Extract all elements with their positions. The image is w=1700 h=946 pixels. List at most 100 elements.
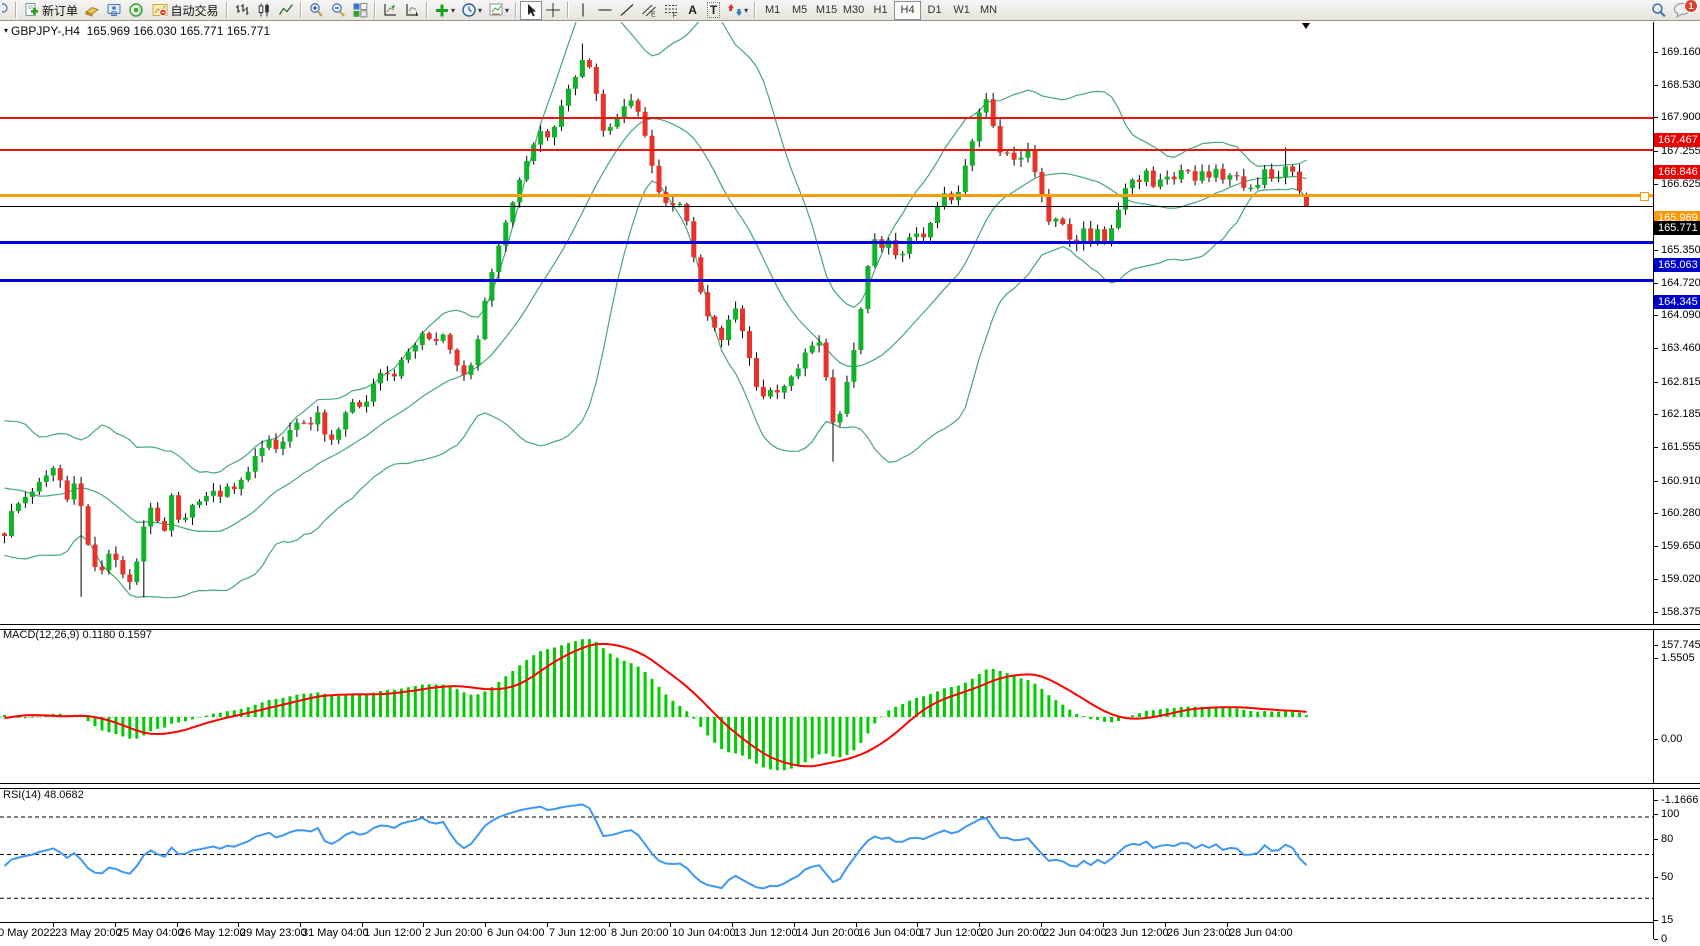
- zoom-out-button[interactable]: [327, 1, 349, 20]
- price-line-165.771[interactable]: [0, 205, 1653, 207]
- notifications-button[interactable]: 1: [1670, 0, 1698, 20]
- time-tick: [300, 923, 301, 927]
- axis-tick: [1654, 939, 1658, 940]
- axis-tick-label: 168.530: [1661, 79, 1700, 91]
- time-tick: [1227, 923, 1228, 927]
- timeframe-button-MN[interactable]: MN: [980, 4, 998, 16]
- crosshair-tool-button[interactable]: [542, 1, 564, 20]
- axis-tick: [1654, 85, 1658, 86]
- cursor-tool-button[interactable]: [520, 0, 543, 20]
- timeframe-button-D1[interactable]: D1: [927, 4, 942, 16]
- signals-button[interactable]: [125, 1, 147, 20]
- new-order-button[interactable]: 新订单: [20, 1, 81, 20]
- fibonacci-tool-button[interactable]: F: [660, 1, 682, 20]
- timeframe-button-M30[interactable]: M30: [842, 4, 865, 16]
- chart-shift-marker[interactable]: [1302, 23, 1310, 29]
- macd-pane[interactable]: MACD(12,26,9) 0.1180 0.1597: [0, 627, 1653, 783]
- templates-button[interactable]: ▾: [485, 1, 512, 20]
- time-tick: [485, 923, 486, 927]
- notification-badge: 1: [1684, 0, 1698, 13]
- channel-tool-button[interactable]: E: [638, 1, 660, 20]
- axis-tick: [1654, 414, 1658, 415]
- line-selection-handle[interactable]: [1640, 191, 1649, 201]
- axis-tick-label: 159.020: [1661, 573, 1700, 585]
- time-tick: [362, 923, 363, 927]
- macd-layer: [0, 639, 1308, 771]
- text-label-tool-icon: T: [706, 2, 721, 18]
- text-tool-button[interactable]: A: [682, 1, 703, 20]
- price-line-164.345[interactable]: [0, 278, 1653, 282]
- axis-tick: [1654, 348, 1658, 349]
- timeframe-button-W1[interactable]: W1: [953, 4, 970, 16]
- toolbar: 新订单 自动交易 ▾ ▾ ▾ E F A T ▾: [0, 0, 1700, 21]
- price-line-167.467[interactable]: [0, 116, 1653, 119]
- tile-windows-button[interactable]: [349, 1, 371, 20]
- axis-tick: [1654, 382, 1658, 383]
- axis-tick: [1654, 546, 1658, 547]
- crosshair-icon: [546, 3, 561, 17]
- horizontal-line-tool-button[interactable]: [594, 1, 616, 20]
- timeframe-button-H1[interactable]: H1: [873, 4, 888, 16]
- auto-trading-button[interactable]: 自动交易: [147, 1, 223, 20]
- axis-tick: [1654, 447, 1658, 448]
- time-tick-label: 1 Jun 12:00: [364, 927, 422, 939]
- time-tick-label: 16 Jun 04:00: [858, 927, 922, 939]
- pane-splitter[interactable]: [0, 783, 1700, 789]
- axis-tick: [1654, 658, 1658, 659]
- indicators-button[interactable]: ▾: [431, 1, 458, 20]
- time-tick: [979, 923, 980, 927]
- clipped-toolbar-icon[interactable]: [2, 1, 12, 20]
- terminal-button[interactable]: [103, 1, 125, 20]
- timeframe-button-M5[interactable]: M5: [791, 4, 808, 16]
- timeframe-button-M15[interactable]: M15: [815, 4, 838, 16]
- time-tick: [115, 923, 116, 927]
- time-tick-label: 2 Jun 20:00: [425, 927, 483, 939]
- chart-ohlc-values: 165.969 166.030 165.771 165.771: [86, 24, 271, 38]
- time-tick: [856, 923, 857, 927]
- axis-tick: [1654, 579, 1658, 580]
- auto-arrange-button[interactable]: [379, 1, 401, 20]
- pane-splitter[interactable]: [0, 624, 1700, 630]
- price-line-166.846[interactable]: [0, 149, 1653, 152]
- axis-tick: [1654, 877, 1658, 878]
- price-line-165.063[interactable]: [0, 241, 1653, 245]
- price-chart-pane[interactable]: ▾ GBPJPY-,H4 165.969 166.030 165.771 165.…: [0, 22, 1653, 624]
- axis-tick-label: 100: [1661, 808, 1680, 820]
- arrows-tool-button[interactable]: ▾: [724, 1, 751, 20]
- depth-of-market-button[interactable]: [81, 1, 103, 20]
- vertical-line-tool-button[interactable]: [572, 1, 594, 20]
- terminal-icon: [107, 4, 121, 17]
- rsi-pane[interactable]: RSI(14) 48.0682: [0, 787, 1653, 922]
- signals-icon: [129, 3, 143, 17]
- search-button[interactable]: [1647, 1, 1670, 20]
- text-label-tool-button[interactable]: T: [703, 1, 724, 20]
- timeframe-button-M1[interactable]: M1: [764, 4, 781, 16]
- time-tick-label: 31 May 04:00: [302, 927, 369, 939]
- time-tick: [670, 923, 671, 927]
- price-axis[interactable]: 167.467 166.846 165.969 165.771 165.063 164.3…: [1653, 22, 1700, 945]
- line-chart-button[interactable]: [275, 1, 297, 20]
- price-badge-166.846: 166.846: [1654, 165, 1700, 180]
- price-line-165.969[interactable]: [0, 194, 1653, 198]
- axis-tick-label: 160.910: [1661, 475, 1700, 487]
- periods-button[interactable]: ▾: [458, 1, 485, 20]
- text-tool-icon: A: [688, 3, 697, 17]
- rsi-label: RSI(14) 48.0682: [3, 789, 84, 801]
- zoom-in-button[interactable]: [305, 1, 327, 20]
- arrow-shapes-icon: [727, 4, 743, 16]
- time-tick: [238, 923, 239, 927]
- axis-tick-label: 164.090: [1661, 309, 1700, 321]
- axis-tick-label: 167.900: [1661, 111, 1700, 123]
- axis-tick: [1654, 645, 1658, 646]
- bar-chart-button[interactable]: [231, 1, 253, 20]
- chart-dropdown-arrow-icon[interactable]: ▾: [4, 26, 9, 35]
- axis-tick-label: 0: [1661, 933, 1668, 945]
- axis-tick-label: 160.280: [1661, 507, 1700, 519]
- trendline-tool-button[interactable]: [616, 1, 638, 20]
- time-tick: [547, 923, 548, 927]
- axis-tick-label: 169.160: [1661, 46, 1700, 58]
- timeframe-button-H4[interactable]: H4: [894, 0, 922, 20]
- candle-chart-button[interactable]: [253, 1, 275, 20]
- track-chart-button[interactable]: [401, 1, 423, 20]
